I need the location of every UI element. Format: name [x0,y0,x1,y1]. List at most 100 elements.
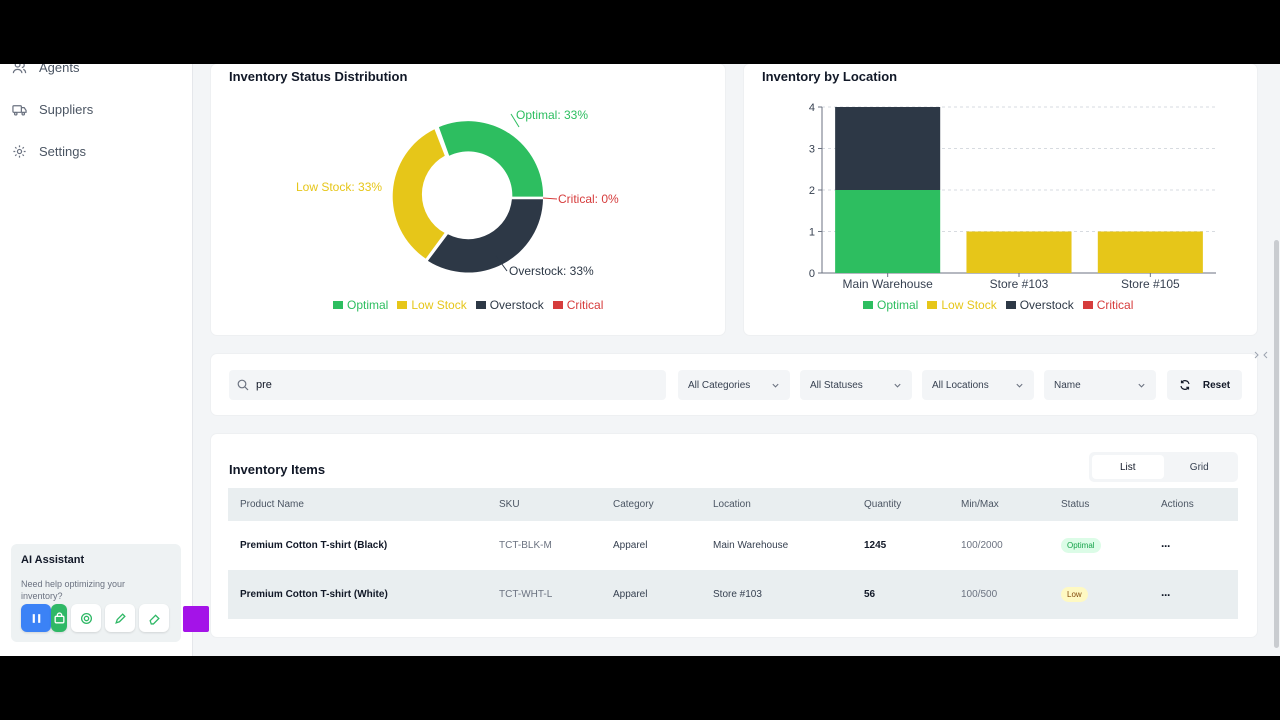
sku: TCT-BLK-M [499,540,552,551]
legend-item-low-stock[interactable]: Low Stock [927,298,997,312]
status-cell: Optimal [1049,521,1149,570]
status-cell: Low [1049,570,1149,619]
pause-icon [32,613,40,623]
category-select[interactable]: All Categories [678,370,790,400]
inventory-items-title: Inventory Items [229,462,326,477]
reset-button[interactable]: Reset [1167,370,1242,400]
eraser-icon [148,613,160,625]
x-tick-label: Store #103 [990,277,1049,291]
legend-item-optimal[interactable]: Optimal [863,298,918,312]
y-tick-label: 4 [809,102,815,114]
search-input[interactable]: pre [229,370,666,400]
legend-item-optimal[interactable]: Optimal [333,298,388,312]
location: Main Warehouse [713,540,789,551]
ai-assistant-subtitle: Need help optimizing your inventory? [21,579,126,601]
min-max: 100/500 [961,589,998,600]
donut-slice-optimal [438,121,544,197]
legend-item-low-stock[interactable]: Low Stock [397,298,467,312]
pause-button[interactable] [21,604,51,632]
chevron-down-icon [1138,383,1145,388]
sidebar: Agents Suppliers Settings AI Assistant N… [0,64,193,656]
column-header[interactable]: Location [713,499,751,510]
sku: TCT-WHT-L [499,589,553,600]
sidebar-item-suppliers[interactable]: Suppliers [12,102,93,117]
truck-icon [12,105,27,116]
more-actions-icon[interactable]: ··· [1161,587,1171,602]
table-row[interactable]: Premium Cotton T-shirt (White) TCT-WHT-L… [228,570,1238,619]
location-select-value: All Locations [932,379,989,391]
table-header-row: Product Name SKU Category Location Quant… [228,488,1238,521]
location-select[interactable]: All Locations [922,370,1034,400]
target-button[interactable] [71,604,101,632]
scrollbar[interactable] [1274,240,1279,648]
min-max: 100/2000 [961,540,1003,551]
table-row[interactable]: Premium Cotton T-shirt (Black) TCT-BLK-M… [228,521,1238,570]
location-chart-legend: Optimal Low Stock Overstock Critical [863,298,1133,312]
legend-item-critical[interactable]: Critical [552,298,603,312]
sidebar-item-label: Agents [39,64,80,75]
pen-button[interactable] [105,604,135,632]
donut-slice-low-stock [392,129,445,259]
quantity: 56 [864,589,876,600]
sort-select-value: Name [1054,379,1081,391]
product-name: Premium Cotton T-shirt (Black) [240,540,388,551]
sort-select[interactable]: Name [1044,370,1156,400]
bar-overstock[interactable] [835,107,941,190]
gear-icon [13,145,26,158]
status-select[interactable]: All Statuses [800,370,912,400]
users-icon [12,64,27,74]
chevron-down-icon [894,383,901,388]
status-chart-title: Inventory Status Distribution [229,69,408,84]
filters-card: pre All Categories All Statuses All Loca… [211,354,1257,415]
location-chart-title: Inventory by Location [762,69,898,84]
column-header[interactable]: Min/Max [961,499,999,510]
sidebar-item-label: Suppliers [39,102,94,117]
category-select-value: All Categories [688,379,751,391]
view-grid-button[interactable]: Grid [1189,461,1209,473]
app-frame: Agents Suppliers Settings AI Assistant N… [0,64,1280,656]
chevron-down-icon [1016,383,1023,388]
product-name: Premium Cotton T-shirt (White) [240,589,388,600]
donut-label-critical: Critical: 0% [558,192,619,206]
bar-optimal[interactable] [835,190,941,273]
column-header[interactable]: Quantity [864,499,902,510]
column-header[interactable]: Status [1061,499,1090,510]
legend-label: Low Stock [411,298,467,312]
column-header[interactable]: Category [613,499,654,510]
eraser-button[interactable] [139,604,169,632]
quantity: 1245 [864,540,887,551]
x-tick-label: Store #105 [1121,277,1180,291]
pen-icon [114,612,126,624]
y-tick-label: 1 [809,227,815,239]
legend-item-overstock[interactable]: Overstock [475,298,544,312]
legend-label: Optimal [877,298,919,312]
status-distribution-card: Inventory Status Distribution Optimal: 3… [211,64,725,335]
collapse-icon[interactable] [1252,348,1270,364]
view-list-button[interactable]: List [1092,455,1164,479]
sidebar-item-agents[interactable]: Agents [12,64,79,75]
x-tick-label: Main Warehouse [843,277,934,291]
location-chart-card: Inventory by Location 0 1 2 3 4 Main Warehous… [744,64,1257,335]
more-actions-icon[interactable]: ··· [1161,538,1171,553]
legend-label: Overstock [489,298,544,312]
status-chart-legend: Optimal Low Stock Overstock Critical [333,298,603,312]
actions-cell: ··· [1149,521,1238,570]
status-donut-chart: Optimal: 33% Low Stock: 33% Critical: 0%… [296,108,619,278]
legend-item-overstock[interactable]: Overstock [1005,298,1074,312]
search-value: pre [256,379,272,391]
y-tick-label: 3 [809,144,815,156]
bar-low-stock[interactable] [966,231,1072,274]
donut-label-low-stock: Low Stock: 33% [296,180,382,194]
donut-label-overstock: Overstock: 33% [509,264,594,278]
column-header[interactable]: Product Name [240,499,304,510]
column-header[interactable]: SKU [499,499,520,510]
status-badge: Low [1061,587,1088,602]
sidebar-item-settings[interactable]: Settings [12,144,86,159]
bar-low-stock[interactable] [1097,231,1203,274]
actions-cell: ··· [1149,570,1238,619]
color-swatch-button[interactable] [183,606,209,632]
refresh-icon [1180,380,1190,390]
inventory-table: Product Name SKU Category Location Quant… [228,488,1238,619]
legend-item-critical[interactable]: Critical [1082,298,1133,312]
assistant-button[interactable] [51,604,67,632]
